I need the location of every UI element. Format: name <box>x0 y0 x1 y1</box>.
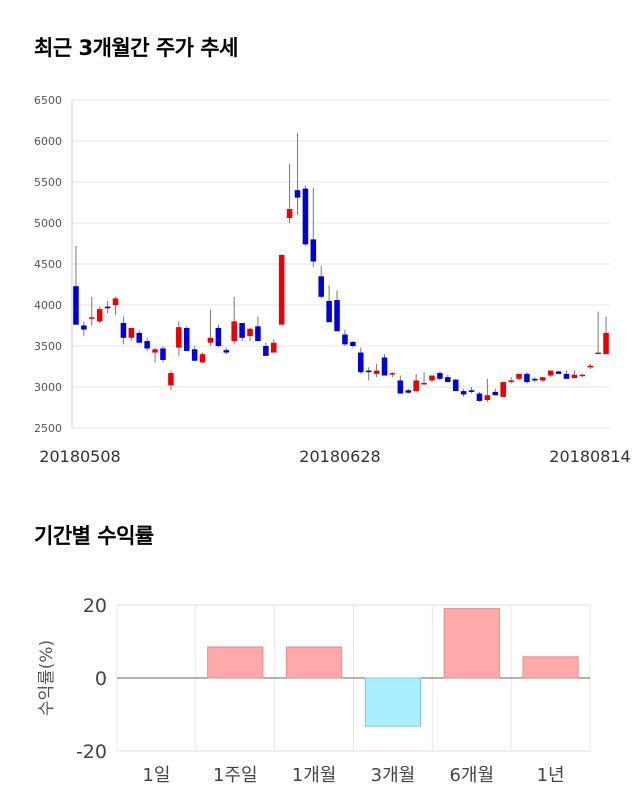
candle-body <box>468 390 475 392</box>
candle-body <box>358 352 364 373</box>
candle-body <box>263 346 269 356</box>
y-tick-label: 5000 <box>34 217 62 230</box>
candle-body <box>563 373 570 379</box>
candle-body <box>579 374 586 377</box>
candle-body <box>373 370 380 374</box>
candle-body <box>215 327 222 346</box>
candle-body <box>555 371 562 374</box>
candle-body <box>96 309 103 322</box>
candle-body <box>270 342 277 353</box>
candle-body <box>484 395 491 401</box>
x-tick-label: 1년 <box>537 765 565 786</box>
candle-body <box>452 379 459 392</box>
candle-body <box>595 352 601 355</box>
candle-body <box>445 377 451 383</box>
x-tick-label: 1일 <box>142 765 170 786</box>
x-tick-label: 1주일 <box>213 765 258 786</box>
candle-body <box>429 375 435 381</box>
candle-body <box>136 332 143 343</box>
x-tick-label: 20180628 <box>299 447 380 466</box>
candle-body <box>191 349 198 361</box>
candle-body <box>160 348 166 360</box>
y-tick-label: 4000 <box>34 299 62 312</box>
candle-body <box>89 317 95 319</box>
candle-body <box>516 373 522 379</box>
y-tick-label: 6500 <box>34 94 62 107</box>
candle-body <box>492 391 499 396</box>
candle-body <box>413 380 419 392</box>
candle-body <box>104 306 111 309</box>
candle-body <box>508 380 514 383</box>
candle-body <box>476 393 483 401</box>
x-tick-label: 1개월 <box>292 765 337 786</box>
return-bar <box>207 646 264 679</box>
candle-body <box>278 254 285 325</box>
candle-body <box>231 321 237 342</box>
candle-body <box>350 341 356 346</box>
candle-body <box>460 391 467 395</box>
x-tick-label: 20180814 <box>549 447 630 466</box>
candle-body <box>389 373 396 375</box>
candle-body <box>421 382 427 385</box>
y-tick-label: 20 <box>83 595 107 617</box>
x-tick-label: 6개월 <box>449 765 494 786</box>
candle-body <box>199 354 206 363</box>
candle-body <box>239 323 245 338</box>
candle-body <box>176 327 182 348</box>
candle-body <box>294 190 301 198</box>
y-tick-label: 6000 <box>34 135 62 148</box>
stock-trend-title: 최근 3개월간 주가 추세 <box>34 36 238 60</box>
candle-body <box>144 341 150 349</box>
return-bar <box>364 677 422 727</box>
candle-body <box>168 373 174 386</box>
y-axis-label: 수익률(%) <box>37 640 57 716</box>
candle-body <box>247 328 253 337</box>
y-tick-label: 3500 <box>34 340 62 353</box>
candle-body <box>532 378 538 381</box>
y-tick-label: 3000 <box>34 381 62 394</box>
candle-body <box>73 286 79 325</box>
x-tick-label: 3개월 <box>371 765 416 786</box>
candle-body <box>381 357 388 376</box>
candle-body <box>302 188 309 245</box>
candle-body <box>310 239 317 262</box>
candle-body <box>326 300 332 323</box>
candle-body <box>587 365 593 368</box>
candle-body <box>342 334 348 345</box>
candle-body <box>183 327 190 351</box>
y-tick-label: 5500 <box>34 176 62 189</box>
returns-title: 기간별 수익률 <box>34 524 154 548</box>
candle-body <box>603 332 609 355</box>
return-bar <box>522 656 579 679</box>
y-tick-label: 2500 <box>34 422 62 435</box>
candle-body <box>524 373 530 383</box>
candle-body <box>334 300 340 332</box>
x-tick-label: 20180508 <box>39 447 120 466</box>
return-bar <box>285 646 343 679</box>
candle-body <box>500 382 506 397</box>
candle-body <box>397 380 404 394</box>
candle-body <box>152 349 158 353</box>
candle-body <box>571 374 578 378</box>
candlestick-chart: 2500 3000 3500 4000 4500 5000 5500 6000 6500 2018… <box>34 94 631 466</box>
candle-body <box>255 326 261 342</box>
candle-body <box>405 390 412 393</box>
candle-body <box>437 373 443 379</box>
y-tick-label: -20 <box>76 741 107 763</box>
y-tick-label: 0 <box>95 668 107 690</box>
candle-body <box>112 298 119 305</box>
candle-body <box>128 327 135 338</box>
candle-body <box>539 377 546 381</box>
candle-body <box>207 337 214 343</box>
candle-body <box>81 325 87 330</box>
y-tick-label: 4500 <box>34 258 62 271</box>
return-bar <box>443 608 500 679</box>
candle-body <box>286 209 293 219</box>
candle-body <box>365 370 372 373</box>
candle-body <box>318 276 324 297</box>
candle-body <box>223 350 230 353</box>
candle-body <box>120 323 127 338</box>
candle-body <box>547 370 554 376</box>
